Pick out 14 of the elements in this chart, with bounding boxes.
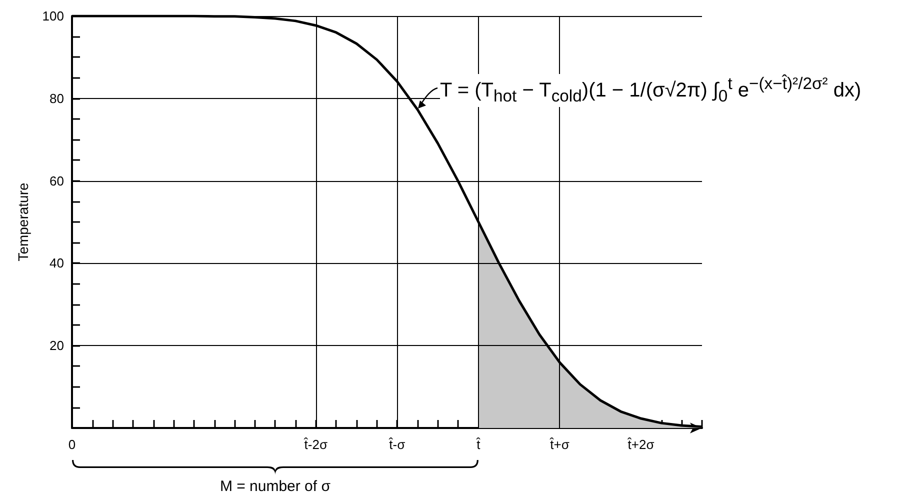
text: T = (T$_{hot}$ − T$_{cold}$)(1 − 1/(σ√2π) ∫$_{0}$$^{t}$ e$^{−(x−t̂)²/2σ²}$ dx)	[440, 74, 862, 106]
x-tick-label: t̂	[475, 437, 482, 452]
x-tick-label: t̂-σ	[388, 437, 406, 452]
y-tick-label: 40	[50, 256, 64, 271]
y-tick-label: 60	[50, 173, 64, 188]
y-axis-title: Temperature	[15, 182, 31, 262]
x-tick-label: t̂-2σ	[302, 437, 328, 452]
y-tick-label: 100	[42, 8, 64, 24]
y-tick-label: 80	[50, 90, 64, 106]
x-axis-title: M = number of σ	[218, 478, 332, 495]
x-tick-label: 0	[68, 437, 76, 452]
y-tick-label: 20	[50, 338, 64, 354]
x-tick-label: t̂+2σ	[626, 437, 654, 452]
x-tick-label: t̂+σ	[548, 437, 570, 452]
